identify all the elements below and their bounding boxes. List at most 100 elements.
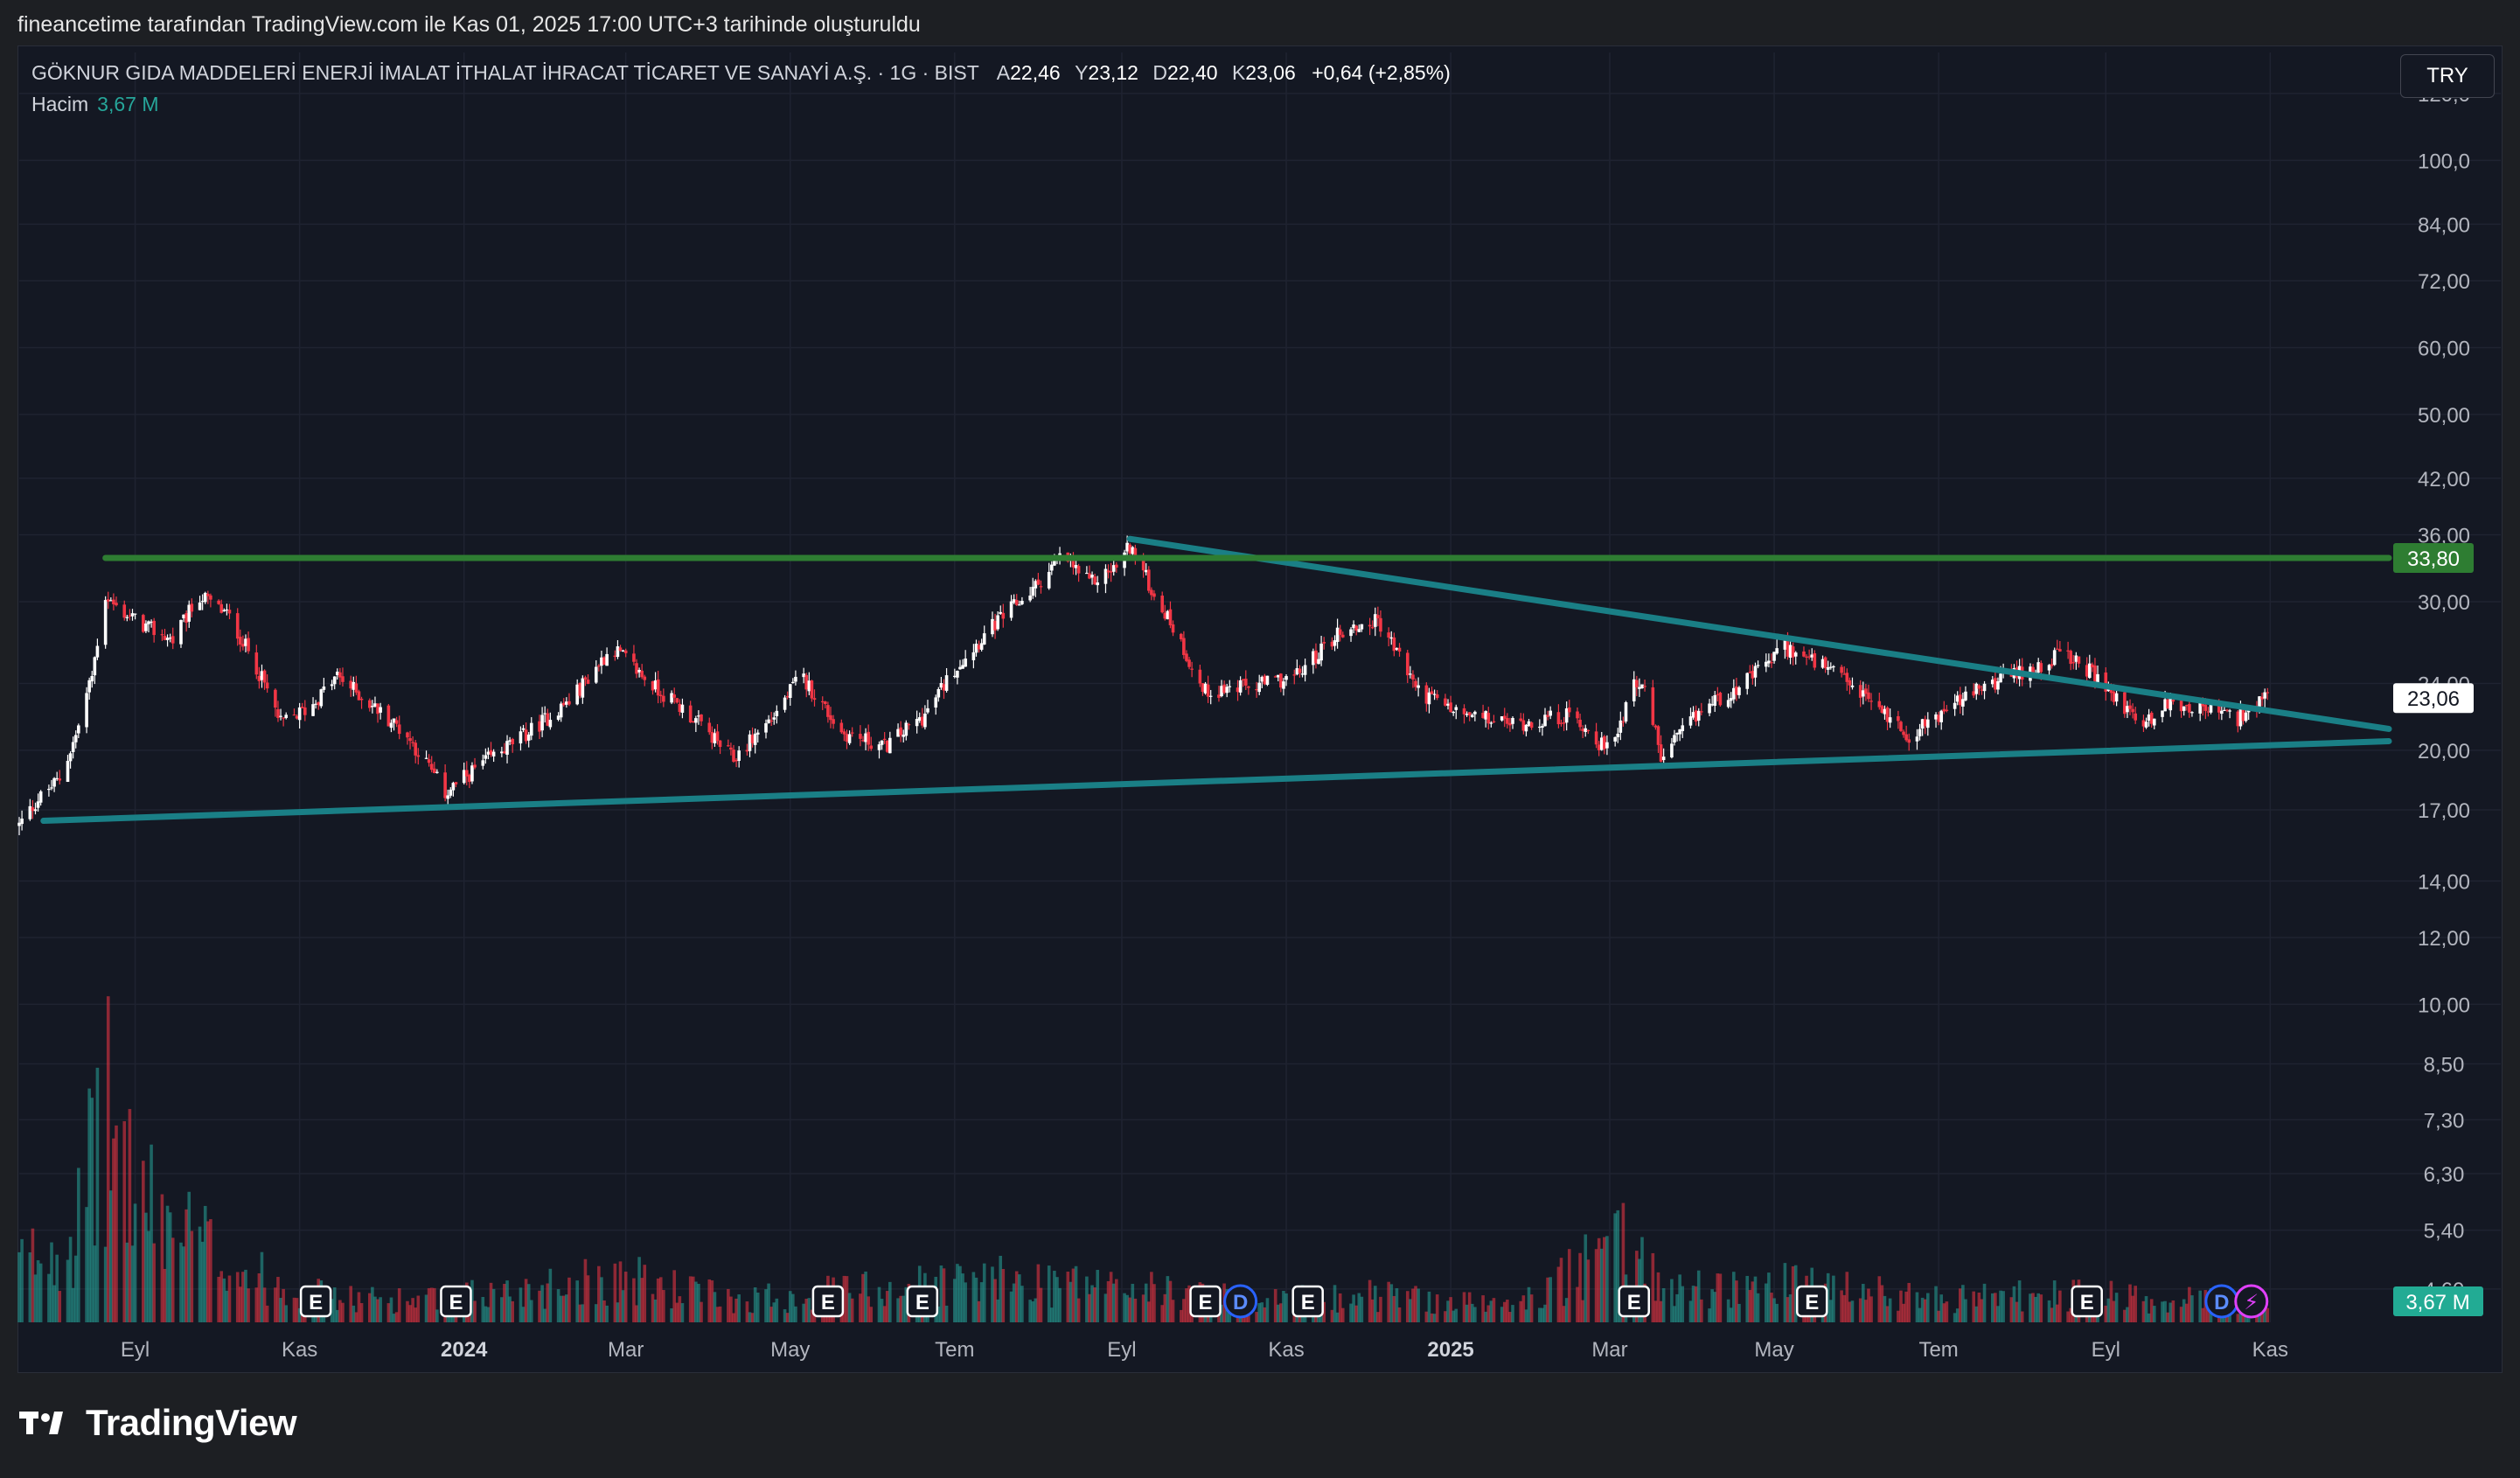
candle-body <box>394 720 399 724</box>
currency-button[interactable]: TRY <box>2400 54 2495 98</box>
candle-body <box>473 764 477 768</box>
candle-body <box>991 618 994 635</box>
candle-body <box>1953 702 1957 709</box>
candle-body <box>50 787 53 789</box>
volume-bar <box>1506 1300 1509 1322</box>
volume-bar <box>1368 1279 1372 1322</box>
candle-body <box>1454 707 1458 710</box>
volume-bar <box>2131 1295 2134 1322</box>
candle-body <box>2184 705 2189 707</box>
candle-body <box>1090 575 1094 578</box>
candle-body <box>1726 700 1730 708</box>
volume-bar <box>971 1272 976 1322</box>
time-tick-label: Eyl <box>2092 1338 2120 1362</box>
candle-body <box>1955 695 1960 702</box>
candle-body <box>1848 680 1852 686</box>
volume-bar <box>2050 1307 2054 1322</box>
volume-bar <box>1765 1283 1768 1322</box>
volume-bar <box>2128 1284 2132 1322</box>
volume-bar <box>2266 1307 2270 1322</box>
chart-frame[interactable] <box>17 45 2503 1373</box>
candle-body <box>923 713 927 728</box>
candle-body <box>1735 686 1738 695</box>
candle-body <box>944 675 949 691</box>
dividend-marker-label: D <box>2214 1291 2229 1314</box>
volume-bar <box>546 1283 550 1322</box>
dividend-marker-label: D <box>1233 1291 1248 1314</box>
volume-bar <box>1160 1305 1165 1322</box>
volume-bar <box>203 1205 207 1322</box>
candle-body <box>1198 669 1202 684</box>
volume-bar <box>332 1287 337 1322</box>
candle-body <box>1427 692 1431 705</box>
candle-body <box>2066 650 2070 652</box>
candle-body <box>882 738 887 741</box>
volume-bar <box>150 1144 153 1322</box>
volume-bar <box>367 1293 372 1322</box>
price-tick-label: 14,00 <box>2418 870 2470 894</box>
candle-body <box>921 716 924 726</box>
candle-body <box>397 724 401 735</box>
candle-body <box>20 818 24 825</box>
candle-body <box>274 689 277 708</box>
candle-body <box>262 670 267 683</box>
volume-bar <box>1392 1295 1396 1322</box>
volume-bar <box>1489 1300 1493 1322</box>
volume-bar <box>1427 1291 1431 1322</box>
candle-body <box>1748 672 1752 673</box>
candle-body <box>1867 692 1870 700</box>
candle-body <box>1263 675 1267 685</box>
volume-bar <box>1564 1298 1569 1322</box>
candle-body <box>1115 564 1118 568</box>
volume-bar <box>1726 1299 1730 1322</box>
volume-bar <box>349 1286 353 1322</box>
candles <box>17 535 2270 836</box>
candle-body <box>314 703 317 705</box>
volume-bar <box>190 1231 194 1322</box>
candle-body <box>1659 744 1663 762</box>
volume-bar <box>1864 1300 1868 1322</box>
candle-body <box>1424 685 1429 704</box>
candle-body <box>1918 729 1922 736</box>
tradingview-logo[interactable]: TradingView <box>19 1402 297 1444</box>
candle-body <box>877 744 881 750</box>
candle-body <box>688 705 693 723</box>
candle-body <box>1783 640 1787 650</box>
volume-bar <box>1688 1300 1693 1322</box>
volume-bar <box>867 1296 870 1322</box>
candle-body <box>2198 702 2202 714</box>
candle-body <box>1467 712 1472 716</box>
candle-body <box>1603 736 1606 749</box>
volume-bar <box>1867 1288 1870 1322</box>
candle-body <box>227 610 232 614</box>
candle-body <box>1942 708 1946 712</box>
candle-body <box>1255 688 1258 691</box>
volume-bar <box>432 1287 436 1322</box>
volume-bar <box>1964 1299 1967 1322</box>
volume-bar <box>982 1263 986 1322</box>
candle-body <box>1688 716 1693 726</box>
chart-grid <box>19 52 2501 1322</box>
volume-bar <box>996 1299 999 1322</box>
earnings-marker-label: E <box>915 1291 929 1314</box>
volume-bar <box>1621 1203 1625 1322</box>
volume-bar <box>1333 1285 1337 1322</box>
candle-body <box>2091 664 2094 668</box>
volume-bar <box>165 1205 170 1322</box>
candle-body <box>2074 655 2078 662</box>
time-tick-label: Tem <box>935 1338 974 1362</box>
candle-body <box>1805 656 1808 658</box>
candle-body <box>282 717 285 719</box>
candle-body <box>217 600 220 604</box>
volume-bar <box>691 1276 695 1322</box>
candle-body <box>561 702 566 706</box>
candle-body <box>680 704 685 713</box>
trendlines <box>40 535 2392 825</box>
volume-bar <box>618 1261 623 1322</box>
volume-bar <box>1848 1301 1852 1322</box>
candle-body <box>1208 695 1213 697</box>
volume-bar <box>500 1297 504 1322</box>
volume-bar <box>1902 1303 1905 1322</box>
candle-body <box>2161 710 2164 717</box>
